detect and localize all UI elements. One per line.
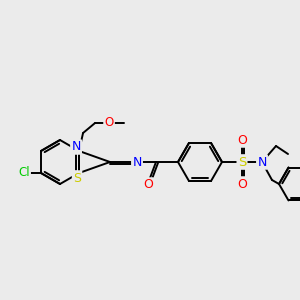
Text: O: O bbox=[237, 178, 247, 190]
Text: S: S bbox=[238, 155, 246, 169]
Text: Cl: Cl bbox=[18, 167, 30, 179]
Text: O: O bbox=[237, 134, 247, 146]
Text: N: N bbox=[71, 140, 81, 154]
Text: S: S bbox=[73, 172, 81, 184]
Text: O: O bbox=[104, 116, 114, 130]
Text: N: N bbox=[132, 155, 142, 169]
Text: N: N bbox=[257, 155, 267, 169]
Text: O: O bbox=[143, 178, 153, 191]
